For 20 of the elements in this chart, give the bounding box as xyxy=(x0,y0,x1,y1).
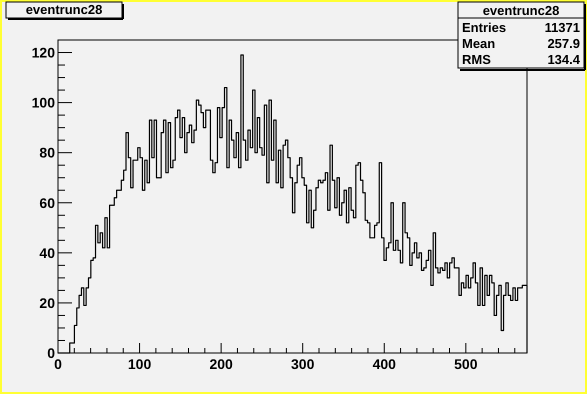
y-tick-label: 60 xyxy=(39,194,56,211)
annotation: RMS xyxy=(462,52,492,67)
y-tick-label: 40 xyxy=(39,244,56,261)
annotation: Mean xyxy=(462,36,496,51)
text: 11371 xyxy=(544,20,580,35)
x-tick-label: 100 xyxy=(128,356,152,372)
x-tick-label: 400 xyxy=(372,356,396,372)
x-tick-label: 200 xyxy=(209,356,234,372)
text: 134.4 xyxy=(547,52,581,67)
y-tick-label: 100 xyxy=(32,94,56,111)
y-tick-label: 120 xyxy=(32,44,56,61)
x-tick-label: 500 xyxy=(454,356,478,372)
y-tick-label: 0 xyxy=(47,345,56,361)
x-tick-label: 300 xyxy=(291,356,315,372)
text: 257.9 xyxy=(547,36,580,51)
text: eventrunc28 xyxy=(482,3,560,18)
text: Entries xyxy=(462,20,506,35)
chart-title: eventrunc28 xyxy=(26,2,102,17)
y-tick-label: 20 xyxy=(39,294,56,311)
y-tick-label: 80 xyxy=(39,144,56,161)
